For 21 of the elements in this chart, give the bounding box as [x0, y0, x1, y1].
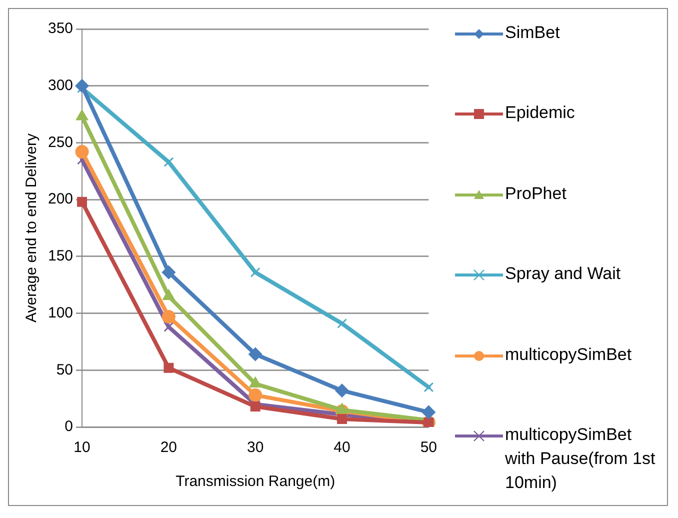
y-tick-label: 200 [48, 190, 74, 208]
x-axis-title: Transmission Range(m) [176, 473, 336, 490]
y-tick-label: 50 [56, 361, 74, 378]
legend-label: Spray and Wait [505, 263, 621, 286]
y-axis-title: Average end to end Delivery [23, 133, 40, 323]
x-tick-label: 10 [74, 439, 90, 456]
x-tick-label: 40 [334, 439, 350, 456]
y-tick-label: 350 [48, 20, 74, 38]
x-tick-label: 30 [247, 439, 264, 456]
y-tick-label: 300 [48, 77, 74, 94]
legend-label: multicopySimBet with Pause(from 1st 10min) [505, 424, 656, 494]
y-tick-label: 100 [48, 304, 74, 322]
legend-label: Epidemic [505, 102, 575, 124]
legend-label: multicopySimBet [505, 344, 632, 366]
y-tick-label: 0 [64, 418, 74, 436]
x-tick-label: 20 [160, 439, 178, 456]
y-tick-label: 150 [48, 248, 74, 265]
x-tick-label: 50 [420, 439, 437, 456]
legend-label: ProPhet [505, 182, 566, 205]
y-tick-label: 250 [48, 134, 74, 151]
legend-label: SimBet [505, 22, 560, 44]
